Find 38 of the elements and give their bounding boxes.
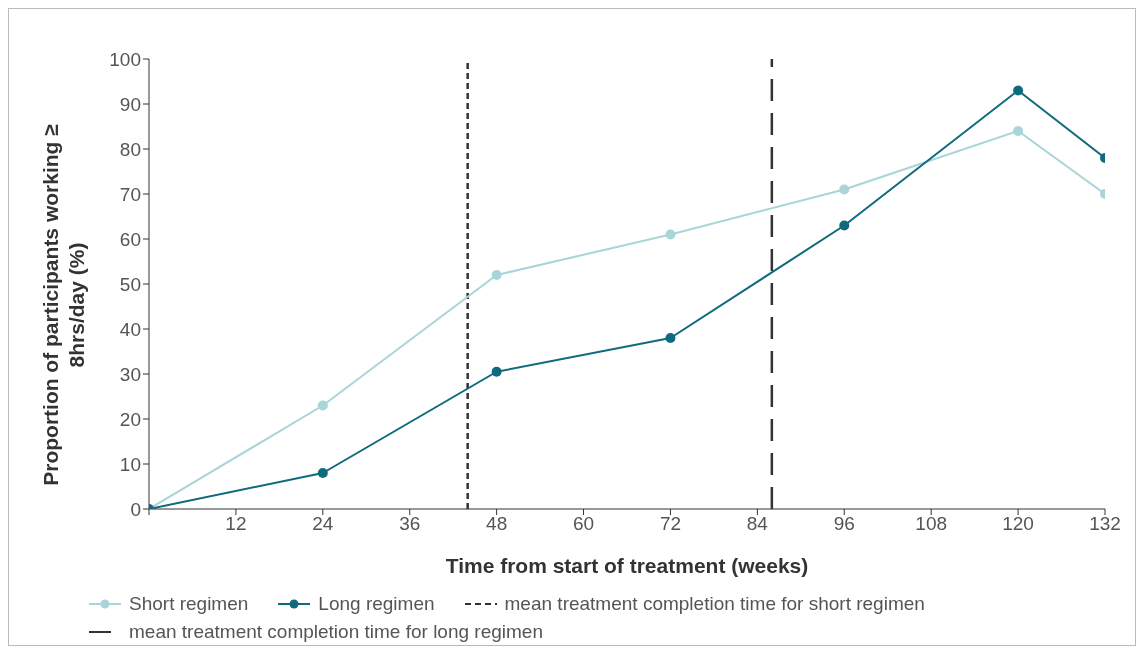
x-tick-label: 96 [833,513,855,535]
y-tick-label: 90 [119,93,141,115]
point [317,400,328,411]
x-tick-label: 72 [659,513,682,535]
y-tick-label: 30 [119,363,141,385]
legend-label: Short regimen [129,593,249,615]
point [839,220,850,231]
x-tick-label: 132 [1089,513,1121,535]
legend-label: mean treatment completion time for short regimen [504,593,925,615]
y-tick-label: 40 [119,318,141,340]
y-tick-label: 0 [130,498,141,520]
x-tick-label: 108 [915,513,948,535]
point [665,229,676,240]
x-tick-label: 24 [312,513,334,535]
y-tick-label: 60 [119,228,141,250]
point [1013,126,1024,136]
point [317,468,328,478]
x-tick-label: 120 [1002,513,1034,535]
point [491,270,502,280]
y-tick-label: 50 [119,273,141,295]
x-tick-label: 60 [572,513,595,535]
legend-label: Long regimen [318,593,435,615]
x-tick-label: 84 [746,513,769,535]
y-tick-label: 10 [119,453,141,475]
x-axis-title: Time from start of treatment (weeks) [445,554,809,577]
point [665,333,676,343]
y-axis-title: Proportion of participants working ≥ 8hrs/day (%) [38,123,89,488]
point [839,184,850,195]
y-tick-label: 100 [109,48,141,70]
x-tick-label: 48 [486,513,508,535]
x-tick-label: 12 [225,513,247,535]
legend-label: mean treatment completion time for long regimen [129,621,543,643]
y-tick-label: 20 [119,408,141,430]
y-tick-label: 70 [119,183,141,205]
x-tick-label: 36 [399,513,421,535]
point [1013,85,1024,96]
y-tick-label: 80 [119,138,141,160]
point [491,366,502,377]
